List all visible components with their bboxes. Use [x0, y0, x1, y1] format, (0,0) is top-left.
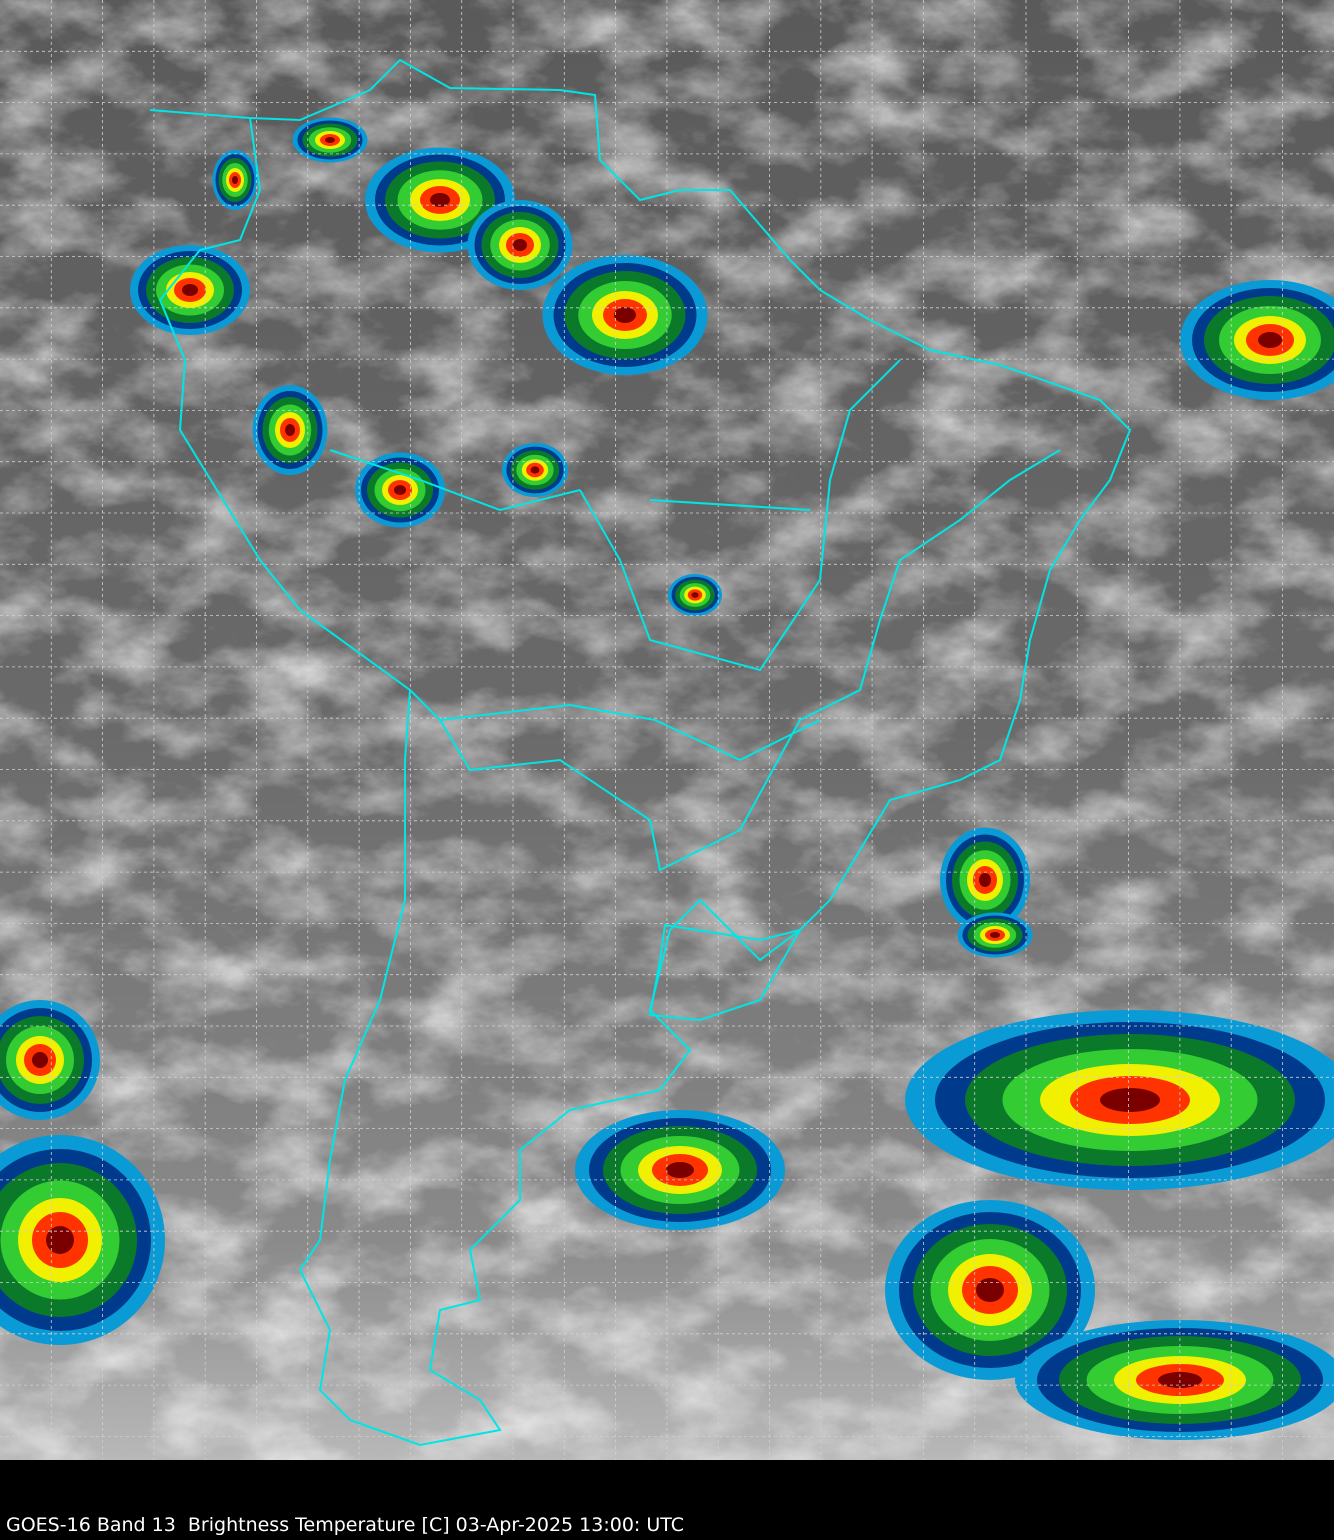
cloud-top-contour [691, 592, 699, 598]
lat-lon-grid [0, 0, 1334, 1460]
convective-cells [0, 117, 1334, 1440]
cloud-top-contour [614, 307, 636, 323]
cloud-top-contour [1100, 1088, 1160, 1112]
cloud-top-contour [182, 284, 198, 296]
cloud-top-contour [666, 1162, 694, 1178]
cloud-top-contour [976, 1278, 1004, 1302]
south-america-coastline [149, 58, 1132, 1447]
country-boundaries [149, 58, 1132, 1447]
cloud-top-contour [394, 485, 406, 495]
cloud-top-contour [285, 424, 295, 436]
cloud-top-contour [1258, 332, 1282, 348]
cloud-top-contour [979, 873, 991, 887]
cloud-top-contour [430, 193, 450, 207]
uruguay-boundary [648, 923, 803, 1022]
cloud-top-contour [232, 176, 238, 184]
cloud-top-contour [513, 239, 527, 251]
cloud-top-contour [990, 932, 1000, 938]
cloud-top-contour [32, 1052, 48, 1068]
satellite-image [0, 0, 1334, 1460]
inland-boundary [329, 359, 1061, 872]
cloud-top-contour [530, 466, 540, 474]
cloud-top-contour [325, 137, 335, 143]
image-caption: GOES-16 Band 13 Brightness Temperature [… [6, 1514, 685, 1536]
cloud-top-contour [46, 1226, 74, 1254]
caption-bar [0, 1460, 1334, 1540]
